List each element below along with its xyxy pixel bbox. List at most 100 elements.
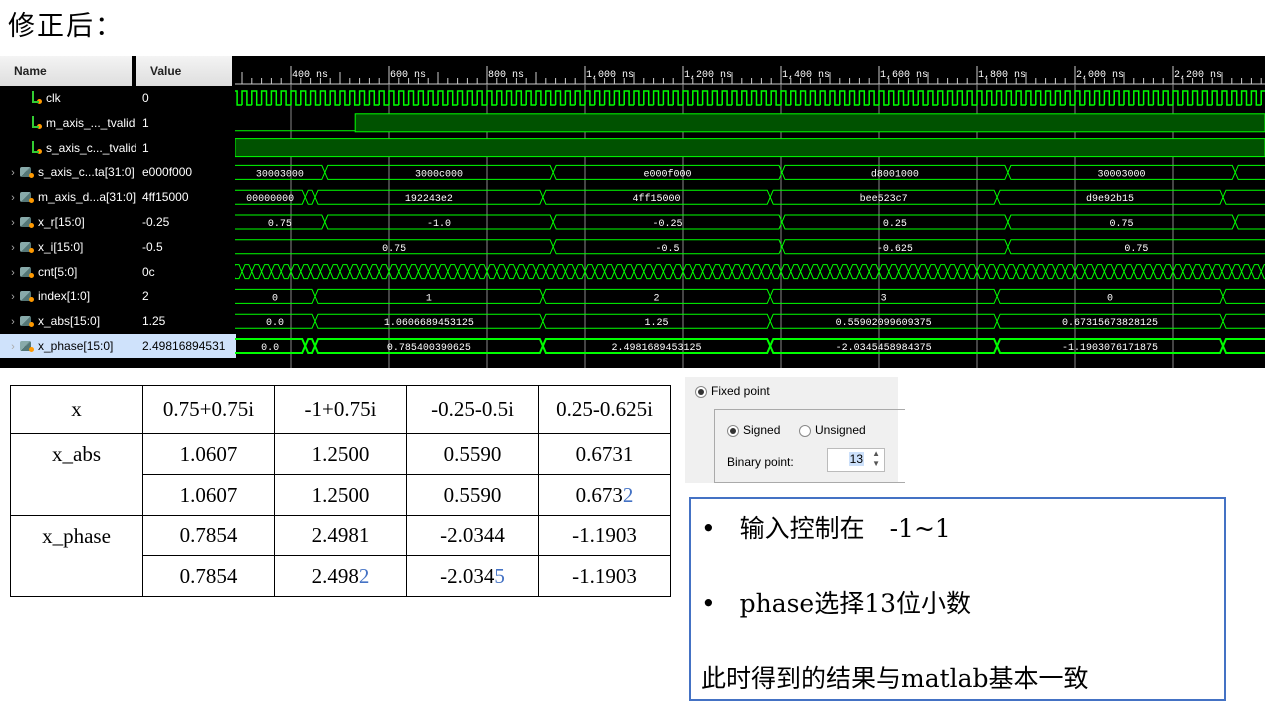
bus-value: 3 <box>881 293 887 304</box>
bit-signal-icon <box>32 115 39 128</box>
expand-chevron-icon[interactable]: › <box>11 341 15 353</box>
bus-segment <box>1222 313 1265 329</box>
time-label: 400 ns <box>292 70 328 81</box>
table-cell: -1.1903 <box>538 555 671 597</box>
bus-signal-icon <box>20 341 31 351</box>
marker-dot-icon <box>37 148 42 154</box>
table-row: 0.7854 2.4982 -2.0345 -1.1903 <box>11 555 671 597</box>
signal-name-row[interactable]: › x_r[15:0] <box>0 210 138 234</box>
cell-text: 5 <box>494 563 505 588</box>
bus-value: 0.75 <box>1110 219 1134 230</box>
expand-chevron-icon[interactable]: › <box>11 241 15 254</box>
bullet-2-text: phase选择13位小数 <box>739 589 972 618</box>
binary-point-spinner[interactable]: 13 ▲ ▼ <box>827 448 885 472</box>
bus-signal-icon <box>20 316 31 327</box>
signal-name-row[interactable]: › s_axis_c...ta[31:0] <box>0 160 138 184</box>
radio-unchecked-icon <box>799 425 811 437</box>
table-cell: 2.4981 <box>274 515 407 556</box>
expand-chevron-icon[interactable]: › <box>11 167 15 180</box>
signal-name-row[interactable]: › x_phase[15:0] <box>0 334 138 358</box>
signed-radio[interactable]: Signed <box>727 423 780 437</box>
cell-text: 0.75+0.75i <box>162 397 255 421</box>
signal-name: x_phase[15:0] <box>38 339 114 353</box>
signal-name: cnt[5:0] <box>38 264 78 279</box>
fixed-point-radio[interactable]: Fixed point <box>695 384 770 398</box>
bus-value: -2.0345458984375 <box>836 343 932 354</box>
signal-name-row[interactable]: clk <box>0 86 150 110</box>
radio-checked-icon <box>727 425 739 437</box>
bus-segment <box>1234 164 1265 180</box>
signal-name-row[interactable]: › x_abs[15:0] <box>0 309 138 333</box>
signal-value: 1 <box>142 115 149 130</box>
signal-value: 2 <box>142 289 149 304</box>
bus-segment <box>304 338 317 354</box>
unsigned-label: Unsigned <box>815 423 866 437</box>
signal-name-row[interactable]: s_axis_c..._tvalid <box>0 136 150 160</box>
bus-value: 0.0 <box>266 318 284 329</box>
fixed-point-group: Signed Unsigned Binary point: <box>714 409 905 483</box>
waveform-canvas[interactable]: 400 ns 600 ns 800 ns 1,000 ns 1,200 ns 1,400 … <box>235 56 1265 368</box>
table-cell: 0.5590 <box>406 474 539 516</box>
signal-value: e000f000 <box>142 165 193 180</box>
signal-value: -0.25 <box>142 215 170 229</box>
marker-dot-icon <box>29 173 34 179</box>
cell-text: 2.4981 <box>311 523 370 547</box>
cell-text: 0.5590 <box>443 482 502 507</box>
signal-value: -0.5 <box>142 239 163 254</box>
expand-chevron-icon[interactable]: › <box>11 266 15 279</box>
marker-dot-icon <box>29 272 34 278</box>
marker-dot-icon <box>29 247 34 253</box>
bus-value: -0.25 <box>653 219 683 230</box>
cell-text: 1.0607 <box>179 441 238 466</box>
signal-name: s_axis_c..._tvalid <box>46 140 138 155</box>
bus-segment <box>1007 239 1265 255</box>
bus-signal-icon <box>20 241 31 252</box>
bus-signal-icon <box>20 167 31 178</box>
table-row: x_phase 0.7854 2.4981 -2.0344 -1.1903 <box>10 515 671 597</box>
spin-arrows-icon[interactable]: ▲ ▼ <box>872 449 880 468</box>
unsigned-radio[interactable]: Unsigned <box>799 423 866 437</box>
bus-value: 3000c000 <box>415 169 463 180</box>
cell-text: 2 <box>358 563 370 588</box>
table-cell: 1.0607 <box>142 474 275 516</box>
signal-name-row[interactable]: › index[1:0] <box>0 284 138 308</box>
bus-segment <box>1221 338 1265 354</box>
count-bus <box>235 264 1265 280</box>
signal-name-row[interactable]: › x_i[15:0] <box>0 235 138 259</box>
expand-chevron-icon[interactable]: › <box>11 316 15 329</box>
time-label: 1,600 ns <box>880 70 928 81</box>
cell-text: -2.0344 <box>440 523 505 547</box>
marker-dot-icon <box>29 322 34 328</box>
signal-value: 1 <box>142 140 149 155</box>
table-row: x 0.75+0.75i -1+0.75i -0.25-0.5i 0.25-0.625i <box>10 385 671 434</box>
bus-value: 1.0606689453125 <box>384 318 474 329</box>
signal-name: index[1:0] <box>38 289 91 304</box>
signal-value: 4ff15000 <box>142 190 189 205</box>
table-cell: 0.25-0.625i <box>538 385 671 434</box>
signal-name-row[interactable]: m_axis_..._tvalid <box>0 111 150 135</box>
table-cell: -1+0.75i <box>274 385 407 434</box>
marker-dot-icon <box>37 99 42 104</box>
signal-name-row[interactable]: › m_axis_d...a[31:0] <box>0 185 138 209</box>
table-cell: x_abs <box>10 433 143 516</box>
signal-value: 0c <box>142 264 155 279</box>
time-label: 1,400 ns <box>782 70 830 81</box>
binary-point-value[interactable]: 13 <box>848 452 864 466</box>
expand-chevron-icon[interactable]: › <box>11 192 15 205</box>
table-row: 1.0607 1.2500 0.5590 0.6732 <box>11 474 671 516</box>
expand-chevron-icon[interactable]: › <box>11 291 15 304</box>
bus-value: 1 <box>426 293 432 304</box>
bus-value: 0 <box>1107 293 1113 304</box>
marker-dot-icon <box>37 123 42 129</box>
time-label: 1,000 ns <box>586 70 634 81</box>
signal-name-row[interactable]: › cnt[5:0] <box>0 260 138 284</box>
value-header[interactable]: Value <box>136 56 232 86</box>
table-cell: -0.25-0.5i <box>406 385 539 434</box>
bit-signal-icon <box>32 91 39 103</box>
bus-segment <box>304 189 316 205</box>
name-header[interactable]: Name <box>0 56 132 86</box>
cell-text: 0.673 <box>575 482 623 507</box>
expand-chevron-icon[interactable]: › <box>11 217 15 229</box>
signed-label: Signed <box>743 423 781 437</box>
table-cell: 0.6731 <box>538 433 671 475</box>
